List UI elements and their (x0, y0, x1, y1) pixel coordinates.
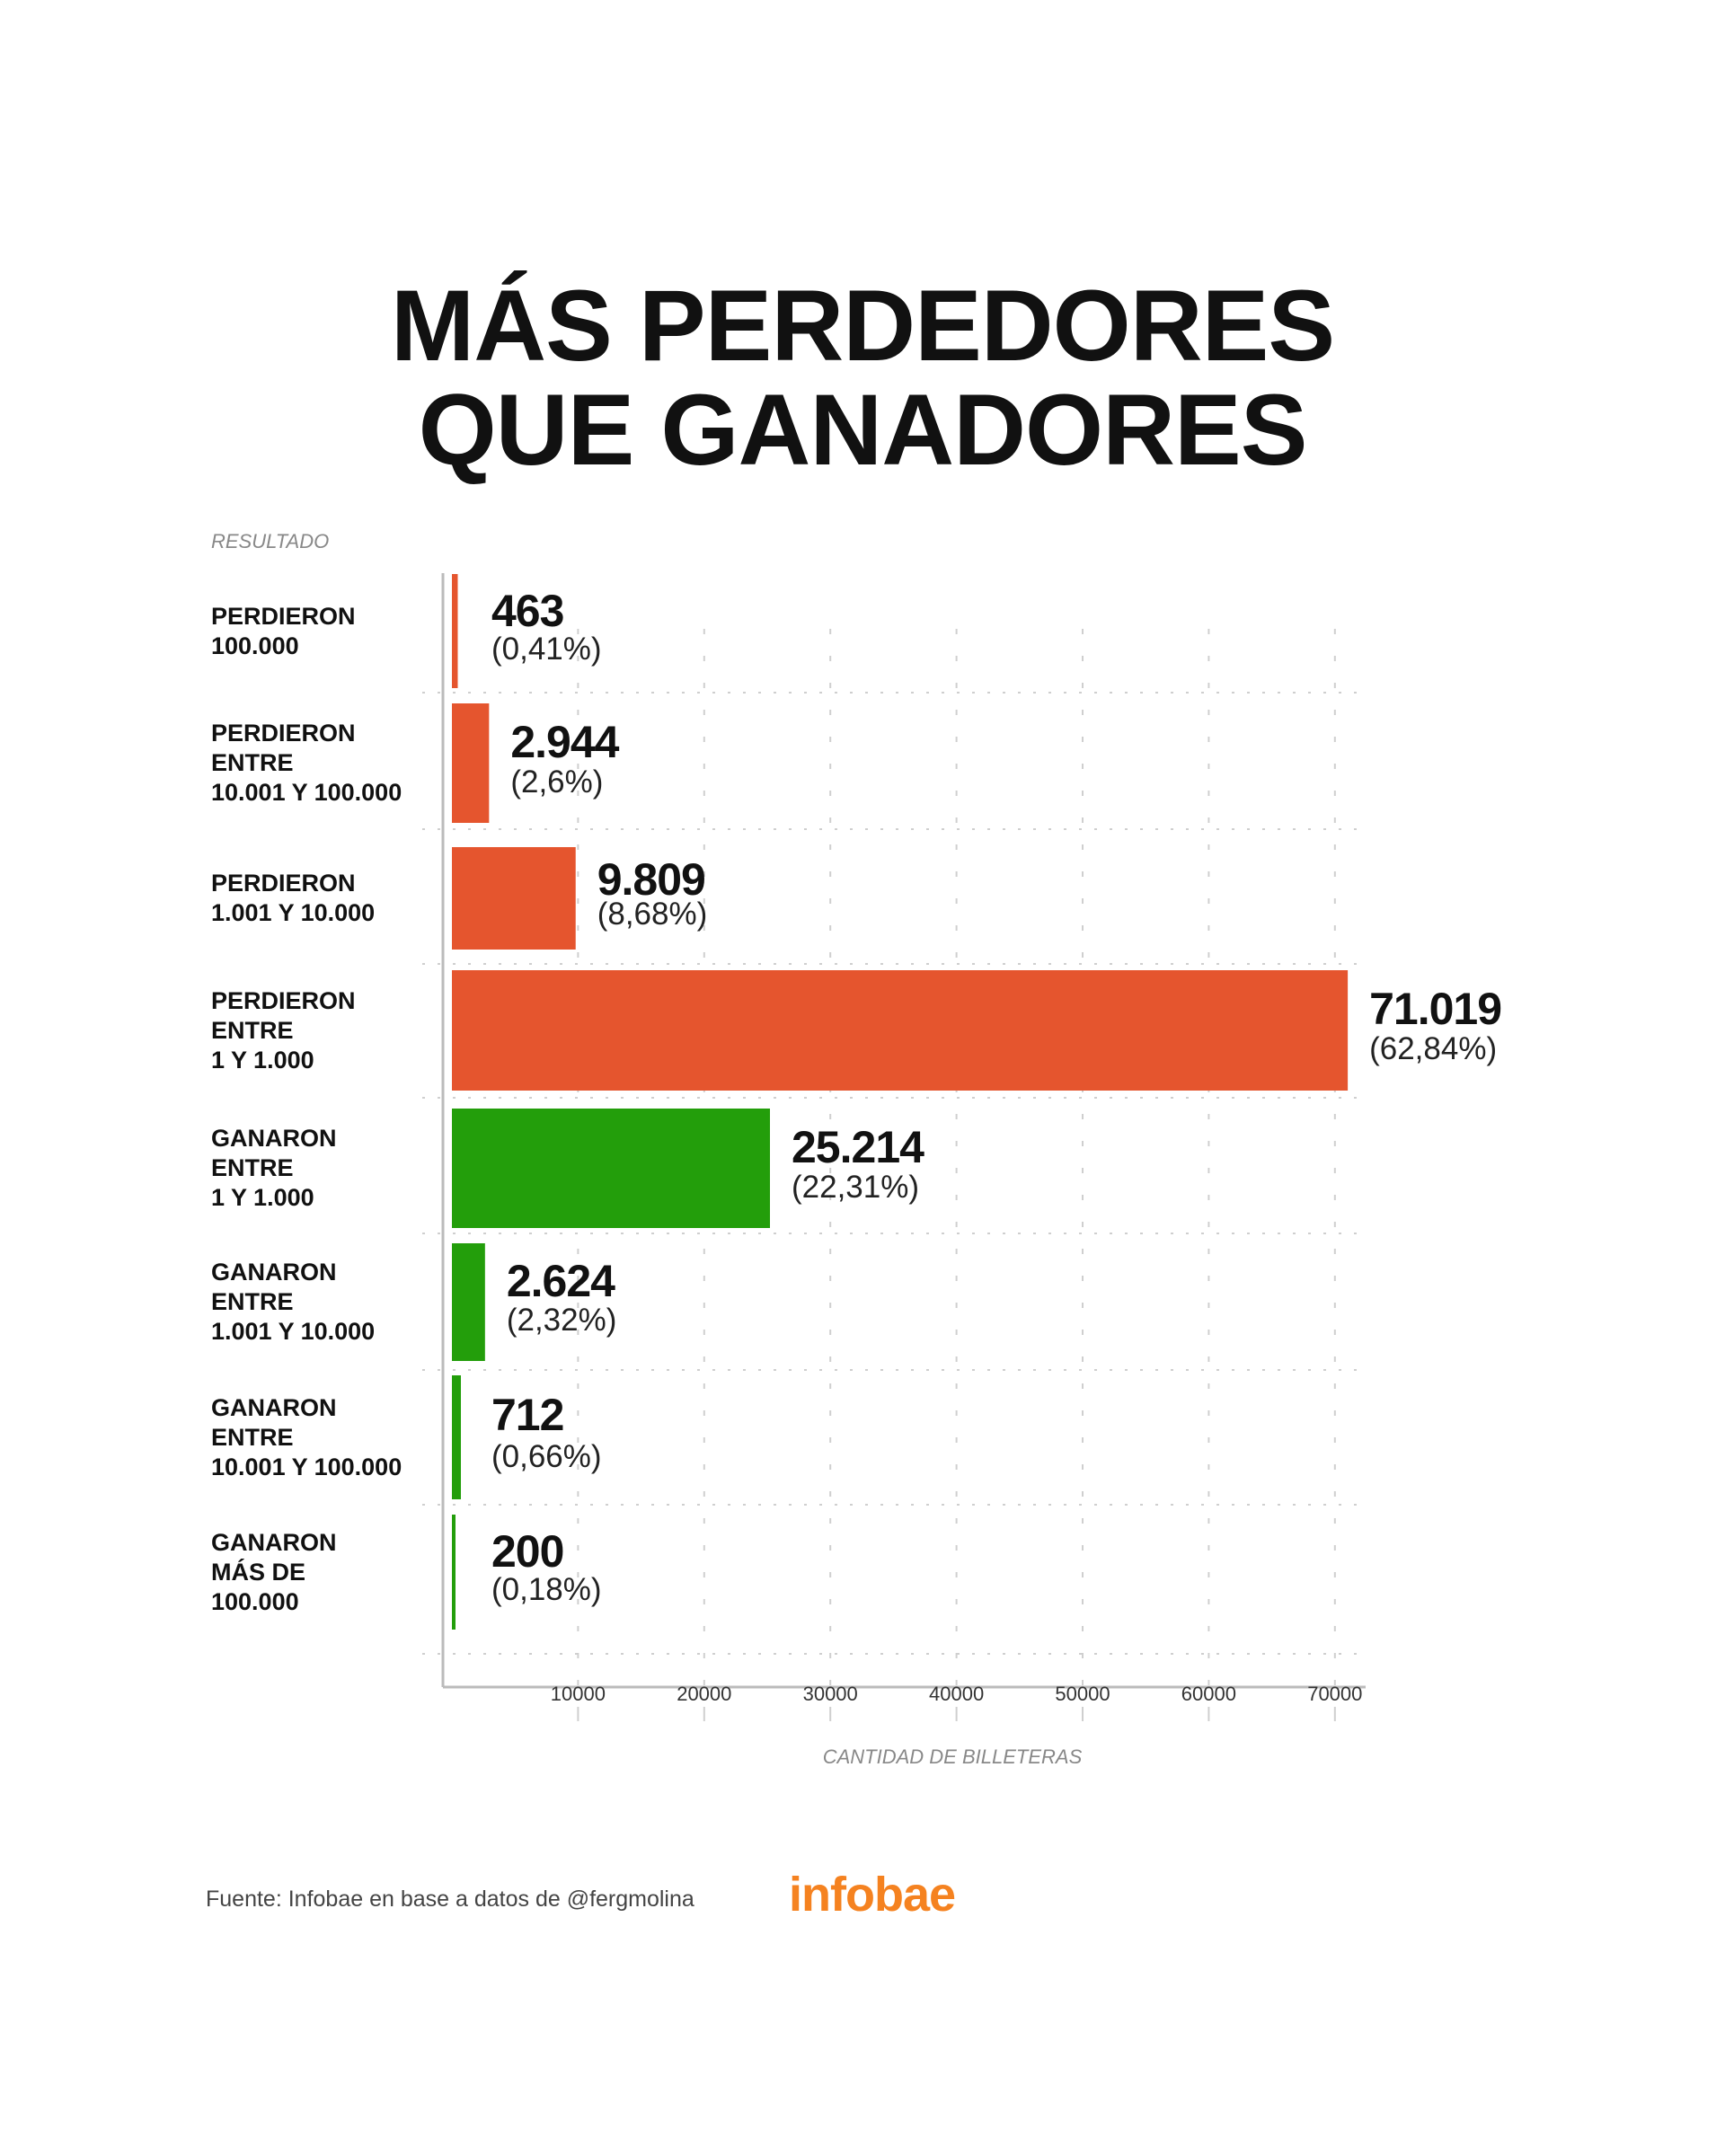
bar (452, 970, 1349, 1091)
category-label-line: GANARON (211, 1528, 337, 1556)
title-line-2: QUE GANADORES (418, 374, 1308, 486)
category-label-line: ENTRE (211, 1288, 294, 1315)
category-label-line: 1 Y 1.000 (211, 1184, 314, 1211)
category-label-line: 100.000 (211, 632, 299, 659)
category-label-line: GANARON (211, 1125, 337, 1152)
bar (452, 703, 490, 823)
category-label: GANARON ENTRE 1.001 Y 10.000 (211, 1258, 375, 1347)
value-label: 712 (491, 1390, 564, 1441)
value-label: 71.019 (1369, 983, 1502, 1034)
x-tick-label: 50000 (1055, 1683, 1110, 1705)
category-label-line: ENTRE (211, 1423, 294, 1451)
category-label-line: 1.001 Y 10.000 (211, 1318, 376, 1345)
category-label: PERDIERON 1.001 Y 10.000 (211, 869, 375, 928)
category-label: GANARON ENTRE 1 Y 1.000 (211, 1124, 337, 1213)
percent-label: (62,84%) (1369, 1031, 1498, 1067)
y-axis-label: RESULTADO (211, 530, 330, 552)
category-label-line: PERDIERON (211, 602, 356, 630)
category-label-line: 10.001 Y 100.000 (211, 1453, 402, 1480)
percent-label: (8,68%) (597, 897, 708, 932)
value-label: 9.809 (597, 854, 706, 906)
chart-title: MÁS PERDEDORES QUE GANADORES (0, 274, 1725, 482)
percent-label: (0,66%) (491, 1439, 602, 1475)
source-note: Fuente: Infobae en base a datos de @ferg… (206, 1886, 694, 1912)
x-tick-label: 20000 (677, 1683, 732, 1705)
percent-label: (2,32%) (506, 1303, 617, 1339)
category-label: PERDIERON 100.000 (211, 602, 356, 661)
x-tick-label: 30000 (802, 1683, 858, 1705)
category-label: GANARON MÁS DE 100.000 (211, 1528, 337, 1617)
value-label: 463 (491, 585, 564, 636)
value-label: 2.944 (510, 716, 619, 767)
bar (452, 1109, 771, 1228)
x-tick-label: 40000 (929, 1683, 985, 1705)
category-label-line: PERDIERON (211, 870, 356, 897)
percent-label: (0,18%) (491, 1572, 602, 1608)
category-label: PERDIERON ENTRE 1 Y 1.000 (211, 986, 356, 1075)
category-label: PERDIERON ENTRE 10.001 Y 100.000 (211, 719, 402, 808)
x-axis-label: CANTIDAD DE BILLETERAS (822, 1745, 1083, 1768)
bar (452, 1515, 456, 1630)
category-label-line: MÁS DE (211, 1558, 306, 1586)
x-tick-label: 10000 (550, 1683, 606, 1705)
category-label-line: ENTRE (211, 1154, 294, 1181)
value-label: 200 (491, 1525, 564, 1577)
x-tick-label: 60000 (1181, 1683, 1236, 1705)
bar (452, 1375, 461, 1499)
value-label: 25.214 (792, 1121, 924, 1172)
category-label-line: ENTRE (211, 1016, 294, 1044)
category-label-line: PERDIERON (211, 986, 356, 1014)
bar (452, 1243, 485, 1361)
title-line-1: MÁS PERDEDORES (390, 270, 1335, 382)
bar (452, 574, 458, 688)
category-label-line: GANARON (211, 1393, 337, 1421)
percent-label: (0,41%) (491, 631, 602, 667)
x-tick-label: 70000 (1307, 1683, 1363, 1705)
category-label-line: PERDIERON (211, 720, 356, 747)
category-label-line: 10.001 Y 100.000 (211, 779, 402, 806)
category-label-line: GANARON (211, 1259, 337, 1286)
value-label: 2.624 (506, 1255, 615, 1306)
percent-label: (22,31%) (792, 1169, 920, 1205)
category-label-line: 1.001 Y 10.000 (211, 899, 376, 926)
category-label-line: ENTRE (211, 749, 294, 776)
bar (452, 847, 576, 950)
infobae-logo: infobae (789, 1868, 956, 1922)
category-label: GANARON ENTRE 10.001 Y 100.000 (211, 1393, 402, 1482)
category-label-line: 1 Y 1.000 (211, 1046, 314, 1074)
percent-label: (2,6%) (510, 764, 604, 800)
category-label-line: 100.000 (211, 1587, 299, 1615)
